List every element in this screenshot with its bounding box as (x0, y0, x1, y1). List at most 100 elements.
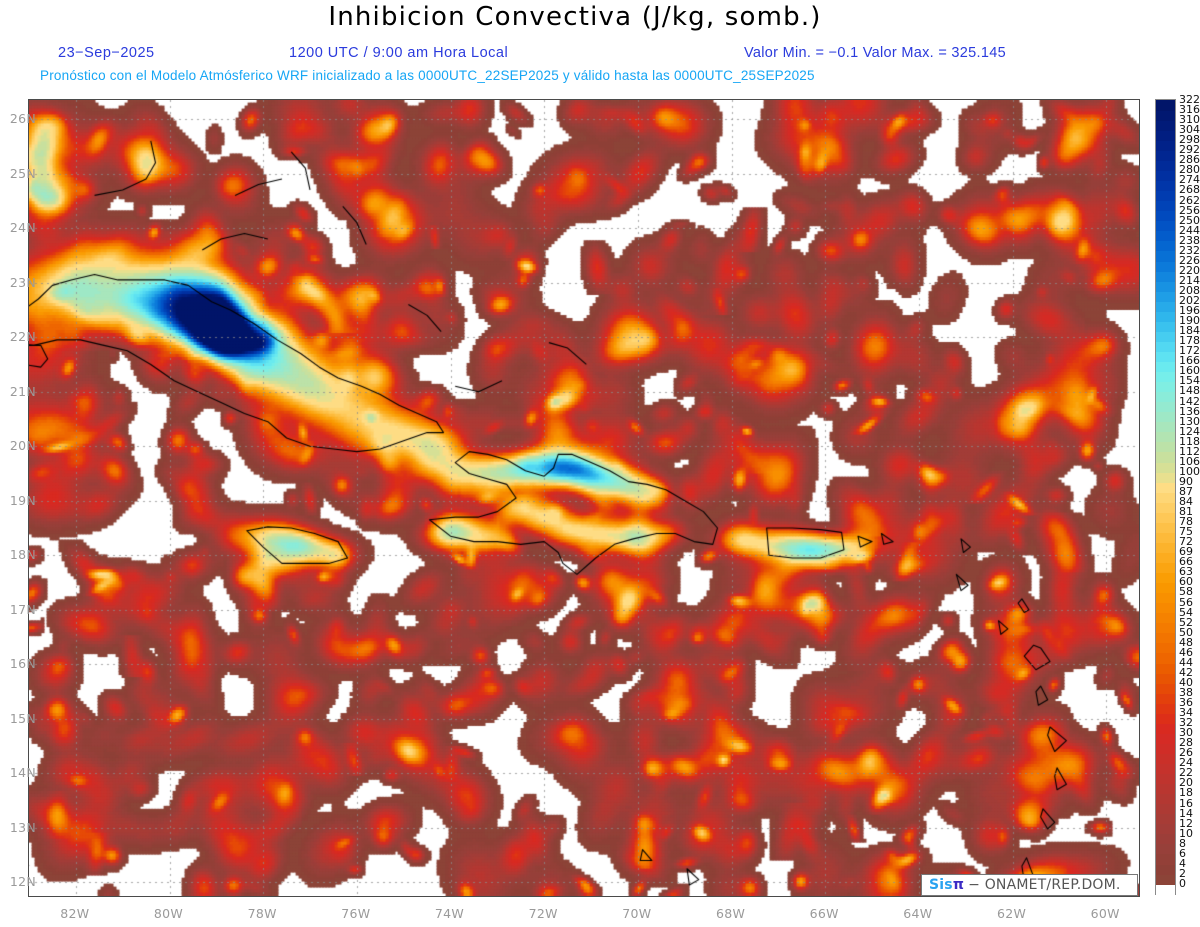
lat-tick-26N: 26N (9, 111, 36, 127)
colorbar-band (1156, 250, 1175, 262)
colorbar-tick-268: 268 (1179, 183, 1200, 197)
colorbar-tick-34: 34 (1179, 706, 1193, 720)
colorbar-band (1156, 763, 1175, 775)
colorbar-tick-8: 8 (1179, 836, 1186, 850)
provider-logo: Sis π − ONAMET/REP.DOM. (921, 874, 1138, 896)
colorbar-band (1156, 130, 1175, 141)
colorbar-tick-36: 36 (1179, 696, 1193, 710)
colorbar-tick-69: 69 (1179, 545, 1193, 559)
colorbar-band (1156, 813, 1175, 825)
lon-tick-80W: 80W (153, 906, 184, 921)
colorbar-band (1156, 883, 1175, 895)
colorbar-band (1156, 180, 1175, 192)
colorbar-band (1156, 853, 1175, 865)
lat-tick-19N: 19N (9, 492, 36, 508)
colorbar-tick-142: 142 (1179, 394, 1200, 408)
map-plot-area[interactable] (28, 99, 1140, 897)
colorbar-band (1156, 170, 1175, 182)
colorbar-band (1156, 843, 1175, 855)
colorbar-band (1156, 783, 1175, 795)
colorbar-tick-66: 66 (1179, 555, 1193, 569)
colorbar-tick-90: 90 (1179, 474, 1193, 488)
lon-tick-76W: 76W (341, 906, 371, 921)
colorbar-band (1156, 381, 1175, 393)
colorbar-band (1156, 692, 1175, 704)
colorbar: 0 2 4 6 8 10 12 14 16 18 20 22 24 26 28 30 32 34 36 38 40 42 4… (1155, 94, 1200, 899)
colorbar-tick-0: 0 (1179, 876, 1186, 890)
cin-heatmap-canvas (29, 100, 1139, 896)
lon-tick-78W: 78W (247, 906, 277, 921)
colorbar-band (1156, 682, 1175, 694)
colorbar-band (1156, 190, 1175, 202)
colorbar-tick-60: 60 (1179, 575, 1193, 589)
colorbar-band (1156, 532, 1175, 543)
lat-tick-17N: 17N (9, 601, 36, 617)
colorbar-band (1156, 582, 1175, 594)
forecast-time: 1200 UTC / 9:00 am Hora Local (289, 45, 509, 61)
colorbar-band (1156, 140, 1175, 151)
colorbar-band (1156, 632, 1175, 644)
colorbar-band (1156, 743, 1175, 754)
lat-tick-12N: 12N (9, 874, 36, 890)
colorbar-band (1156, 431, 1175, 443)
colorbar-tick-208: 208 (1179, 283, 1200, 297)
colorbar-tick-130: 130 (1179, 414, 1200, 428)
colorbar-band (1156, 150, 1175, 161)
colorbar-band (1156, 672, 1175, 684)
colorbar-band (1156, 160, 1175, 172)
lat-tick-18N: 18N (9, 547, 36, 563)
colorbar-band (1156, 753, 1175, 765)
colorbar-band (1156, 542, 1175, 553)
lat-tick-14N: 14N (9, 765, 36, 781)
colorbar-band (1156, 602, 1175, 614)
colorbar-tick-238: 238 (1179, 233, 1200, 247)
colorbar-band (1156, 371, 1175, 383)
colorbar-band (1156, 612, 1175, 624)
colorbar-band (1156, 321, 1175, 332)
colorbar-tick-26: 26 (1179, 746, 1193, 760)
colorbar-band (1156, 100, 1175, 111)
colorbar-band (1156, 823, 1175, 835)
colorbar-band (1156, 290, 1175, 302)
colorbar-tick-42: 42 (1179, 665, 1193, 679)
colorbar-tick-136: 136 (1179, 404, 1200, 418)
lat-tick-25N: 25N (9, 165, 36, 181)
colorbar-tick-40: 40 (1179, 675, 1193, 689)
colorbar-tick-44: 44 (1179, 655, 1193, 669)
lat-tick-24N: 24N (9, 220, 36, 236)
colorbar-tick-172: 172 (1179, 344, 1200, 358)
colorbar-tick-220: 220 (1179, 263, 1200, 277)
colorbar-tick-54: 54 (1179, 605, 1193, 619)
colorbar-tick-316: 316 (1179, 103, 1200, 117)
colorbar-tick-304: 304 (1179, 123, 1200, 137)
lat-tick-23N: 23N (9, 274, 36, 290)
colorbar-tick-256: 256 (1179, 203, 1200, 217)
colorbar-tick-78: 78 (1179, 515, 1193, 529)
colorbar-tick-87: 87 (1179, 484, 1193, 498)
colorbar-tick-190: 190 (1179, 314, 1200, 328)
colorbar-band (1156, 351, 1175, 363)
colorbar-tick-12: 12 (1179, 816, 1193, 830)
colorbar-tick-274: 274 (1179, 173, 1200, 187)
colorbar-band (1156, 481, 1175, 493)
colorbar-band (1156, 703, 1175, 714)
colorbar-band (1156, 120, 1175, 131)
colorbar-tick-58: 58 (1179, 585, 1193, 599)
colorbar-band (1156, 411, 1175, 423)
lon-tick-72W: 72W (528, 906, 558, 921)
colorbar-band (1156, 361, 1175, 373)
logo-org-text: − ONAMET/REP.DOM. (968, 877, 1121, 893)
colorbar-tick-30: 30 (1179, 726, 1193, 740)
colorbar-tick-32: 32 (1179, 716, 1193, 730)
colorbar-tick-56: 56 (1179, 595, 1193, 609)
colorbar-tick-298: 298 (1179, 133, 1200, 147)
colorbar-tick-18: 18 (1179, 786, 1193, 800)
colorbar-tick-38: 38 (1179, 685, 1193, 699)
colorbar-band (1156, 803, 1175, 815)
colorbar-tick-202: 202 (1179, 294, 1200, 307)
colorbar-tick-184: 184 (1179, 324, 1200, 338)
colorbar-band (1156, 461, 1175, 473)
lat-tick-22N: 22N (9, 329, 36, 345)
colorbar-band (1156, 662, 1175, 674)
colorbar-tick-154: 154 (1179, 374, 1200, 388)
